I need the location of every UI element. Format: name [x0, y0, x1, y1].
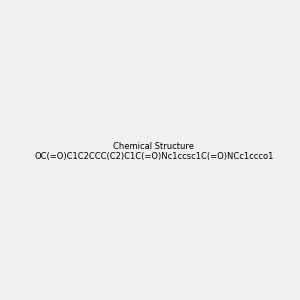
- Text: Chemical Structure
OC(=O)C1C2CCC(C2)C1C(=O)Nc1ccsc1C(=O)NCc1ccco1: Chemical Structure OC(=O)C1C2CCC(C2)C1C(…: [34, 142, 273, 161]
